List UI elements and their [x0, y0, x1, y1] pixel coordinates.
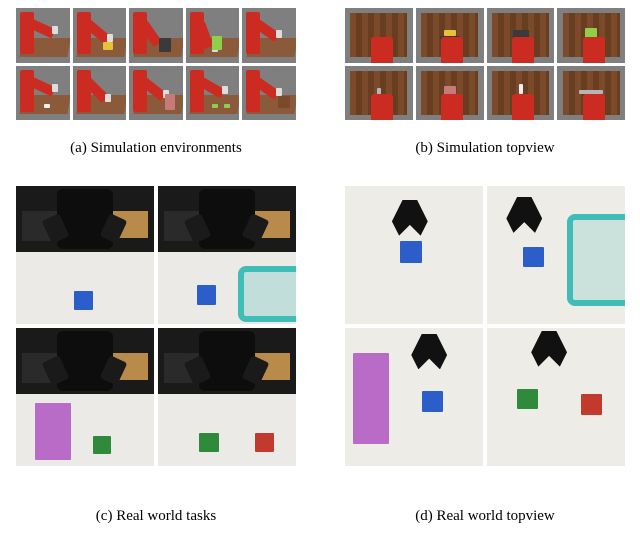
- real-task-tile: [158, 328, 296, 466]
- caption-c: (c) Real world tasks: [16, 508, 296, 525]
- sim-topview-tile: [345, 66, 413, 121]
- panel-c: [16, 186, 296, 466]
- real-task-tile: [16, 186, 154, 324]
- sim-topview-tile: [487, 66, 555, 121]
- sim-topview-tile: [416, 66, 484, 121]
- caption-d: (d) Real world topview: [345, 508, 625, 525]
- sim-env-tile: [242, 66, 296, 121]
- panel-b: [345, 8, 625, 120]
- sim-env-tile: [16, 8, 70, 63]
- real-topview-tile: [487, 186, 625, 324]
- panel-a: [16, 8, 296, 120]
- sim-topview-tile: [557, 8, 625, 63]
- figure-root: (a) Simulation environments (b) Simulati…: [0, 0, 640, 546]
- sim-env-tile: [186, 66, 240, 121]
- sim-topview-tile: [557, 66, 625, 121]
- real-tasks-grid: [16, 186, 296, 466]
- sim-env-tile: [186, 8, 240, 63]
- sim-topview-tile: [416, 8, 484, 63]
- caption-a: (a) Simulation environments: [16, 140, 296, 157]
- real-topview-tile: [345, 186, 483, 324]
- sim-env-tile: [129, 66, 183, 121]
- sim-env-grid: [16, 8, 296, 120]
- sim-env-tile: [73, 66, 127, 121]
- caption-b: (b) Simulation topview: [345, 140, 625, 157]
- sim-env-tile: [129, 8, 183, 63]
- panel-d: [345, 186, 625, 466]
- sim-env-tile: [73, 8, 127, 63]
- sim-env-tile: [16, 66, 70, 121]
- sim-topview-tile: [487, 8, 555, 63]
- sim-topview-tile: [345, 8, 413, 63]
- real-topview-grid: [345, 186, 625, 466]
- sim-topview-grid: [345, 8, 625, 120]
- real-topview-tile: [487, 328, 625, 466]
- sim-env-tile: [242, 8, 296, 63]
- real-topview-tile: [345, 328, 483, 466]
- real-task-tile: [158, 186, 296, 324]
- real-task-tile: [16, 328, 154, 466]
